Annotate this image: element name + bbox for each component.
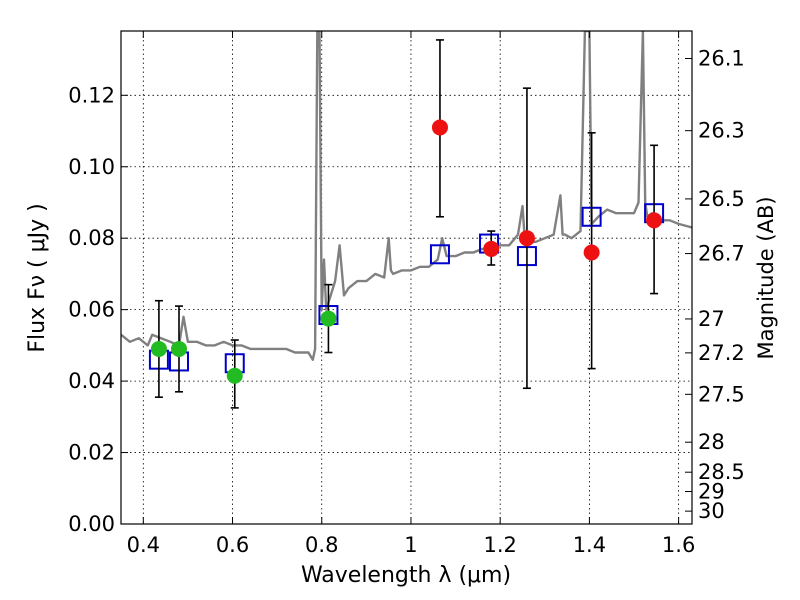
x-tick-label: 0.6 xyxy=(216,533,249,557)
right-tick-label: 29 xyxy=(698,479,725,503)
grid xyxy=(121,31,692,525)
observed-point-red xyxy=(431,119,448,136)
plot-frame xyxy=(120,30,693,525)
right-tick-label: 26.3 xyxy=(698,119,745,143)
y-tick-label: 0.10 xyxy=(68,155,115,179)
right-tick-label: 27.2 xyxy=(698,341,745,365)
y-axis-label: Flux Fν ( μJy ) xyxy=(25,203,50,352)
observed-point-red xyxy=(583,244,600,261)
y-tick-label: 0.08 xyxy=(68,226,115,250)
y-tick-label: 0.06 xyxy=(68,298,115,322)
right-axis-label: Magnitude (AB) xyxy=(754,196,778,359)
observed-point-red xyxy=(483,240,500,257)
y-tick-label: 0.02 xyxy=(68,441,115,465)
y-tick-label: 0.04 xyxy=(68,369,115,393)
x-tick-label: 0.4 xyxy=(127,533,160,557)
observed-point-green xyxy=(320,310,337,327)
plot-area xyxy=(121,31,692,409)
right-tick-label: 26.5 xyxy=(698,187,745,211)
right-tick-label: 27.5 xyxy=(698,382,745,406)
x-tick-label: 1.4 xyxy=(573,533,606,557)
y-tick-label: 0.00 xyxy=(68,512,115,536)
observed-point-green xyxy=(226,367,243,384)
y-tick-label: 0.12 xyxy=(68,83,115,107)
x-tick-label: 1.6 xyxy=(662,533,695,557)
observed-point-green xyxy=(150,340,167,357)
right-tick-label: 26.7 xyxy=(698,242,745,266)
right-tick-label: 26.1 xyxy=(698,47,745,71)
observed-point-red xyxy=(646,212,663,229)
x-tick-label: 0.8 xyxy=(305,533,338,557)
axes: 0.4 0.6 0.8 1 1.2 1.4 1.6 0.00 0.02 0.04 0.06 0.08 0… xyxy=(68,31,745,557)
right-tick-label: 28 xyxy=(698,430,725,454)
right-tick-label: 28.5 xyxy=(698,460,745,484)
observed-point-red xyxy=(518,230,535,247)
x-axis-label: Wavelength λ (μm) xyxy=(301,563,511,588)
right-tick-label: 27 xyxy=(698,307,725,331)
x-tick-label: 1 xyxy=(404,533,417,557)
right-tick-label: 30 xyxy=(698,499,725,523)
spectrum-line xyxy=(121,31,692,361)
observed-point-green xyxy=(170,340,187,357)
model-photometry-point xyxy=(429,244,450,265)
x-tick-label: 1.2 xyxy=(483,533,516,557)
